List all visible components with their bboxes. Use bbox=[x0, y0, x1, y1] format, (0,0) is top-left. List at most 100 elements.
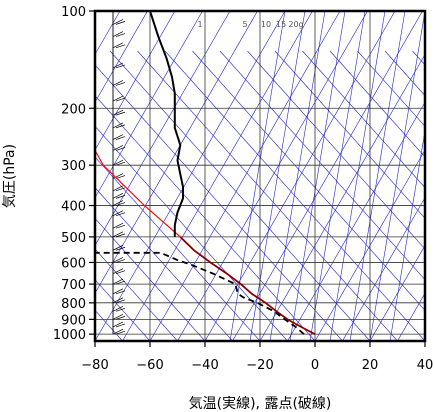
mixing-ratio-line bbox=[229, 11, 286, 341]
wind-barb bbox=[112, 31, 124, 37]
x-tick-label: 0 bbox=[311, 358, 319, 373]
y-tick-label: 500 bbox=[61, 231, 86, 246]
y-tick-label: 400 bbox=[61, 200, 86, 215]
y-tick-label: 800 bbox=[61, 297, 86, 312]
grid-lines bbox=[95, 11, 425, 341]
wind-barbs bbox=[112, 11, 126, 335]
wind-barb bbox=[115, 111, 126, 116]
adiabat-line bbox=[302, 50, 425, 189]
isotherm-line bbox=[424, 340, 425, 341]
isotherm-line bbox=[314, 149, 425, 341]
adiabat-line bbox=[95, 95, 316, 341]
mixing-ratio-label: 10 bbox=[261, 20, 271, 29]
wind-barb bbox=[115, 270, 126, 275]
adiabat-line bbox=[95, 125, 288, 341]
wind-barb bbox=[115, 308, 126, 312]
mixing-ratio-labels: 1 5 10 15 20g bbox=[197, 20, 303, 29]
mixing-ratio-label: 20g bbox=[288, 20, 303, 29]
adiabat-line bbox=[95, 156, 261, 341]
x-tick-label: −40 bbox=[191, 358, 218, 373]
adiabat-line bbox=[95, 248, 178, 341]
isotherm-line bbox=[149, 11, 341, 341]
wind-barb bbox=[115, 175, 126, 179]
wind-barb bbox=[112, 173, 124, 179]
wind-barb bbox=[112, 278, 124, 285]
mixing-ratio-label: 5 bbox=[242, 20, 247, 29]
wind-barb bbox=[112, 134, 124, 140]
wind-barb bbox=[112, 95, 124, 102]
adiabat-line bbox=[247, 50, 425, 250]
mixing-ratio-line bbox=[349, 11, 406, 341]
mixing-ratio-line bbox=[389, 129, 425, 341]
adiabat-line bbox=[192, 50, 425, 311]
profile-lines bbox=[95, 11, 316, 335]
y-tick-label: 100 bbox=[61, 5, 86, 20]
wind-barb bbox=[115, 323, 126, 328]
isotherm-line bbox=[122, 11, 313, 341]
mixing-ratio-line bbox=[309, 11, 366, 341]
adiabat-line bbox=[357, 50, 425, 127]
wind-barb bbox=[112, 321, 124, 328]
isotherm-line bbox=[95, 11, 148, 103]
y-tick-label: 300 bbox=[61, 159, 86, 174]
mixing-ratio-line bbox=[269, 11, 326, 341]
wind-barb bbox=[115, 299, 126, 304]
wind-barb bbox=[115, 224, 126, 229]
wind-barb bbox=[112, 297, 124, 304]
isotherm-line bbox=[95, 11, 286, 341]
mixing-ratio-line bbox=[289, 11, 346, 341]
wind-barb bbox=[112, 62, 124, 69]
x-tick-label: −20 bbox=[246, 358, 273, 373]
isotherm-line bbox=[369, 244, 425, 341]
wind-barb bbox=[115, 124, 126, 129]
wind-barb bbox=[112, 200, 124, 206]
wind-barb bbox=[112, 268, 124, 275]
y-tick-label: 900 bbox=[61, 313, 86, 328]
adiabat-line bbox=[95, 64, 343, 341]
isotherm-line bbox=[259, 53, 425, 341]
wind-barb bbox=[112, 231, 124, 238]
y-tick-label: 700 bbox=[61, 278, 86, 293]
mixing-ratio-label: 1 bbox=[197, 20, 202, 29]
x-axis-title: 気温(実線), 露点(破線) bbox=[189, 396, 332, 412]
wind-barb bbox=[115, 33, 126, 37]
adiabat-line bbox=[109, 50, 371, 341]
wind-barb bbox=[112, 210, 124, 217]
wind-barb bbox=[115, 195, 126, 199]
isotherm-line bbox=[95, 11, 258, 294]
wind-barb bbox=[112, 80, 124, 86]
wind-barb bbox=[112, 19, 124, 25]
wind-barb bbox=[115, 202, 126, 206]
wind-barb bbox=[115, 246, 126, 251]
wind-barb bbox=[115, 212, 126, 217]
isotherm-line bbox=[342, 197, 425, 341]
wind-barb bbox=[112, 42, 124, 49]
wind-barb bbox=[112, 109, 124, 116]
isotherm-line bbox=[95, 11, 231, 247]
wind-barb bbox=[115, 161, 126, 166]
wind-barb bbox=[115, 233, 126, 238]
axis-ticks: −80 −60 −40 −20 0 20 40 100 200 300 400 500 600 700 80… bbox=[53, 5, 433, 373]
y-tick-label: 200 bbox=[61, 102, 86, 117]
wind-barb bbox=[115, 147, 126, 151]
x-tick-label: −80 bbox=[81, 358, 108, 373]
wind-barb bbox=[115, 82, 126, 86]
isotherm-line bbox=[95, 11, 176, 151]
isotherm-line bbox=[397, 292, 425, 341]
wind-barb bbox=[115, 316, 126, 320]
y-axis-title: 気圧(hPa) bbox=[2, 144, 18, 208]
x-tick-label: 40 bbox=[417, 358, 434, 373]
blue-reference-lines bbox=[95, 11, 425, 341]
isotherm-line bbox=[95, 11, 203, 199]
adiabat-line bbox=[384, 50, 425, 97]
isotherm-line bbox=[177, 11, 368, 341]
y-tick-label: 600 bbox=[61, 256, 86, 271]
wind-barb bbox=[112, 328, 124, 335]
wind-barb bbox=[112, 222, 124, 229]
wind-barb bbox=[115, 187, 126, 192]
wind-barb bbox=[112, 257, 124, 263]
wind-barb bbox=[112, 314, 124, 320]
wind-barb bbox=[112, 244, 124, 251]
wind-barb bbox=[115, 330, 126, 335]
